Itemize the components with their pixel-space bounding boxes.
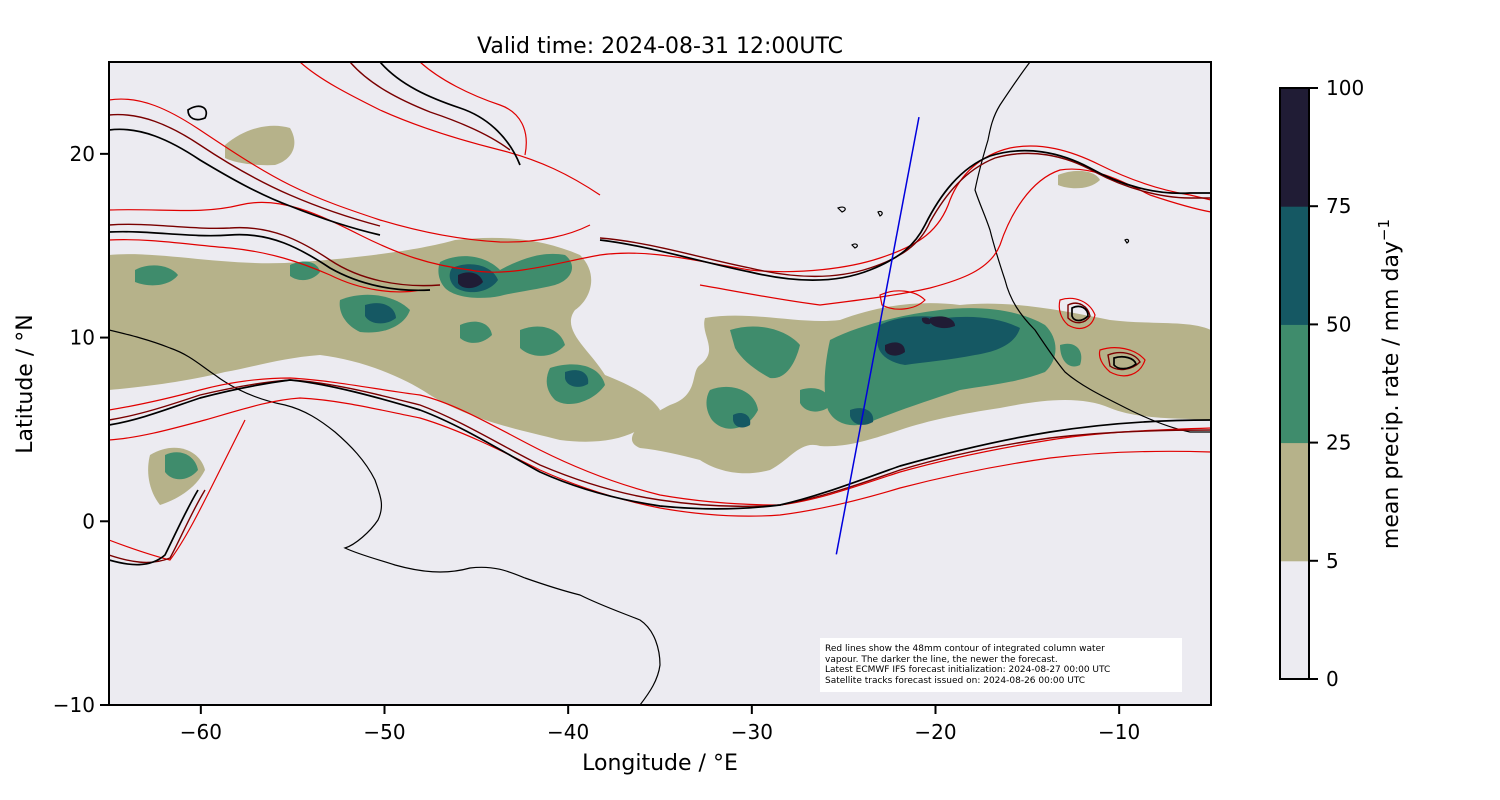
colorbar-label-exponent: −1 (1375, 219, 1393, 241)
y-tick-label: 20 (70, 142, 95, 166)
y-axis-label: Latitude / °N (13, 314, 38, 453)
note-line-4: Satellite tracks forecast issued on: 202… (825, 675, 1086, 686)
colorbar-segment (1280, 442, 1309, 562)
colorbar-tick-label: 5 (1326, 549, 1339, 573)
colorbar-ticks: 0 5 25 50 75 100 (1309, 76, 1364, 691)
figure-title: Valid time: 2024-08-31 12:00UTC (477, 34, 843, 59)
colorbar (1280, 88, 1309, 680)
y-axis-ticks: −10 0 10 20 (53, 142, 109, 717)
forecast-info-note: Red lines show the 48mm contour of integ… (820, 638, 1182, 692)
y-tick-label: 0 (82, 509, 95, 533)
x-tick-label: −60 (180, 720, 222, 744)
colorbar-segment (1280, 324, 1309, 444)
y-tick-label: 10 (70, 326, 95, 350)
iwv-contours-newest (109, 62, 1211, 566)
x-tick-label: −40 (547, 720, 589, 744)
x-tick-label: −30 (731, 720, 773, 744)
note-line-2: vapour. The darker the line, the newer t… (825, 654, 1058, 665)
x-tick-label: −10 (1098, 720, 1140, 744)
y-tick-label: −10 (53, 693, 95, 717)
x-tick-label: −20 (914, 720, 956, 744)
colorbar-tick-label: 100 (1326, 76, 1364, 100)
colorbar-tick-label: 0 (1326, 667, 1339, 691)
precip-band-75-100 (458, 272, 955, 356)
colorbar-segment (1280, 206, 1309, 325)
colorbar-label: mean precip. rate / mm day−1 (1375, 219, 1404, 549)
map-frame (108, 61, 1212, 706)
note-line-1: Red lines show the 48mm contour of integ… (825, 644, 1105, 654)
colorbar-tick-label: 50 (1326, 312, 1351, 336)
colorbar-frame (1279, 87, 1310, 680)
colorbar-segment (1280, 88, 1309, 207)
x-axis-ticks: −60 −50 −40 −30 −20 −10 (180, 705, 1140, 744)
colorbar-tick-label: 75 (1326, 194, 1351, 218)
satellite-track-line (835, 116, 920, 555)
colorbar-tick-label: 25 (1326, 431, 1351, 455)
x-axis-label: Longitude / °E (582, 751, 738, 776)
x-tick-label: −50 (363, 720, 405, 744)
note-line-3: Latest ECMWF IFS forecast initialization… (825, 665, 1111, 675)
colorbar-label-text: mean precip. rate / mm day (1379, 241, 1404, 549)
iwv-contours-newer (109, 62, 1211, 564)
colorbar-segment (1280, 560, 1309, 680)
